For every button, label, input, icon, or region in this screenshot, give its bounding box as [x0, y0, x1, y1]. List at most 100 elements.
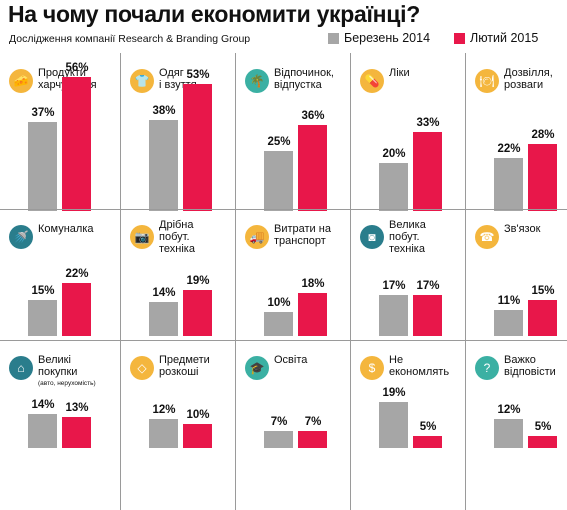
dining-icon: 🍽: [475, 69, 499, 93]
washing-machine-icon: ◙: [360, 225, 384, 249]
data-label: 19%: [382, 387, 406, 400]
bar-series1: [28, 414, 57, 448]
data-label: 22%: [497, 143, 521, 156]
cheese-icon: 🧀: [9, 69, 33, 93]
bar-area: 7% 7%: [236, 340, 350, 448]
data-label: 17%: [382, 280, 406, 293]
data-label: 37%: [31, 107, 55, 120]
category-panel: 🌴 Відпочинок, відпустка 25% 36%: [235, 53, 350, 211]
bar-area: 15% 22%: [0, 209, 120, 336]
diamond-icon: ◇: [130, 356, 154, 380]
bar-series2: [62, 283, 91, 336]
data-label: 25%: [267, 136, 291, 148]
category-panel: 🚚 Витрати на транспорт 10% 18%: [235, 209, 350, 340]
data-label: 13%: [65, 401, 89, 414]
legend-item-series1: Березень 2014: [328, 31, 430, 45]
bar-area: 10% 18%: [236, 209, 350, 336]
bar-series2: [183, 424, 212, 448]
bar-series1: [494, 419, 523, 448]
category-label: Освіта: [274, 354, 308, 366]
data-label: 14%: [152, 287, 176, 300]
bar-series2: [528, 143, 557, 211]
category-panel: ◙ Велика побут. техніка 17% 17%: [350, 209, 465, 340]
legend-item-series2: Лютий 2015: [454, 31, 538, 45]
category-label: Предмети розкоші: [159, 354, 210, 378]
data-label: 28%: [531, 128, 555, 141]
data-label: 56%: [65, 61, 89, 74]
bar-series2: [62, 76, 91, 211]
camera-icon: 📷: [130, 225, 154, 249]
row-divider: [0, 340, 567, 341]
category-label: Комуналка: [38, 223, 94, 235]
bar-series1: [379, 163, 408, 211]
data-label: 33%: [416, 116, 440, 129]
data-label: 36%: [301, 109, 325, 122]
legend-label-series2: Лютий 2015: [470, 31, 539, 45]
phone-icon: ☎: [475, 225, 499, 249]
chart-grid: 🧀Продукти харчування37%56%👕Одяг і взуття…: [0, 53, 567, 510]
category-panel: 👕 Одяг і взуття 38% 53%: [120, 53, 235, 211]
category-panel: ⌂ Великі покупки (авто, нерухомість) 14% 13%: [0, 340, 120, 510]
bar-series1: [494, 158, 523, 211]
bar-area: 12% 10%: [121, 340, 235, 448]
bar-area: 12% 5%: [466, 340, 567, 448]
data-label: 53%: [186, 68, 210, 81]
data-label: 7%: [270, 416, 288, 429]
bar-series1: [264, 312, 293, 336]
question-icon: ?: [475, 356, 499, 380]
bar-series1: [494, 309, 523, 336]
data-label: 38%: [152, 104, 176, 117]
category-label: Велика побут. техніка: [389, 219, 426, 255]
data-label: 15%: [31, 285, 55, 297]
legend-swatch-series1: [328, 32, 339, 44]
legend-label-series1: Березень 2014: [344, 31, 431, 45]
bar-series2: [528, 436, 557, 448]
tshirt-icon: 👕: [130, 69, 154, 93]
bar-series1: [379, 402, 408, 448]
category-label: Відпочинок, відпустка: [274, 67, 334, 91]
category-panel: 🍽 Дозвілля, розваги 22% 28%: [465, 53, 567, 211]
bar-series1: [28, 300, 57, 336]
data-label: 10%: [186, 409, 210, 421]
bar-series2: [62, 416, 91, 448]
shower-icon: 🚿: [9, 225, 33, 249]
bar-area: 14% 19%: [121, 209, 235, 336]
data-label: 17%: [416, 280, 440, 293]
data-label: 19%: [186, 275, 210, 288]
data-label: 15%: [531, 285, 555, 297]
legend-swatch-series2: [454, 32, 465, 44]
data-label: 10%: [267, 297, 291, 309]
category-label: Великі покупки: [38, 354, 78, 378]
category-label: Зв'язок: [504, 223, 541, 235]
bar-series1: [149, 119, 178, 211]
category-panel: 📷 Дрібна побут. техніка 14% 19%: [120, 209, 235, 340]
category-panel: 💊 Ліки 20% 33%: [350, 53, 465, 211]
bar-area: 25% 36%: [236, 53, 350, 211]
category-panel: ☎ Зв'язок 11% 15%: [465, 209, 567, 340]
category-label: Витрати на транспорт: [274, 223, 331, 247]
bar-area: 14% 13%: [0, 340, 120, 448]
bar-area: 20% 33%: [351, 53, 465, 211]
bar-series1: [28, 122, 57, 211]
bar-area: 19% 5%: [351, 340, 465, 448]
bar-series2: [413, 131, 442, 211]
category-panel: ? Важко відповісти 12% 5%: [465, 340, 567, 510]
graduation-cap-icon: 🎓: [245, 356, 269, 380]
data-label: 12%: [497, 404, 521, 417]
category-label: Дозвілля, розваги: [504, 67, 553, 91]
category-label: Дрібна побут. техніка: [159, 219, 195, 255]
bar-series2: [183, 83, 212, 211]
data-label: 5%: [419, 421, 437, 433]
data-label: 22%: [65, 268, 89, 281]
bar-series2: [298, 124, 327, 211]
category-panel: 🧀Продукти харчування37%56%: [0, 53, 120, 211]
chart-subtitle: Дослідження компанії Research & Branding…: [9, 33, 251, 45]
chart-title: На чому почали економити українці?: [8, 1, 420, 27]
data-label: 12%: [152, 404, 176, 417]
bar-series1: [264, 431, 293, 448]
category-panel: 🎓 Освіта 7% 7%: [235, 340, 350, 510]
bar-series2: [183, 290, 212, 336]
bar-series2: [413, 436, 442, 448]
bar-series2: [298, 431, 327, 448]
bar-series2: [528, 300, 557, 336]
